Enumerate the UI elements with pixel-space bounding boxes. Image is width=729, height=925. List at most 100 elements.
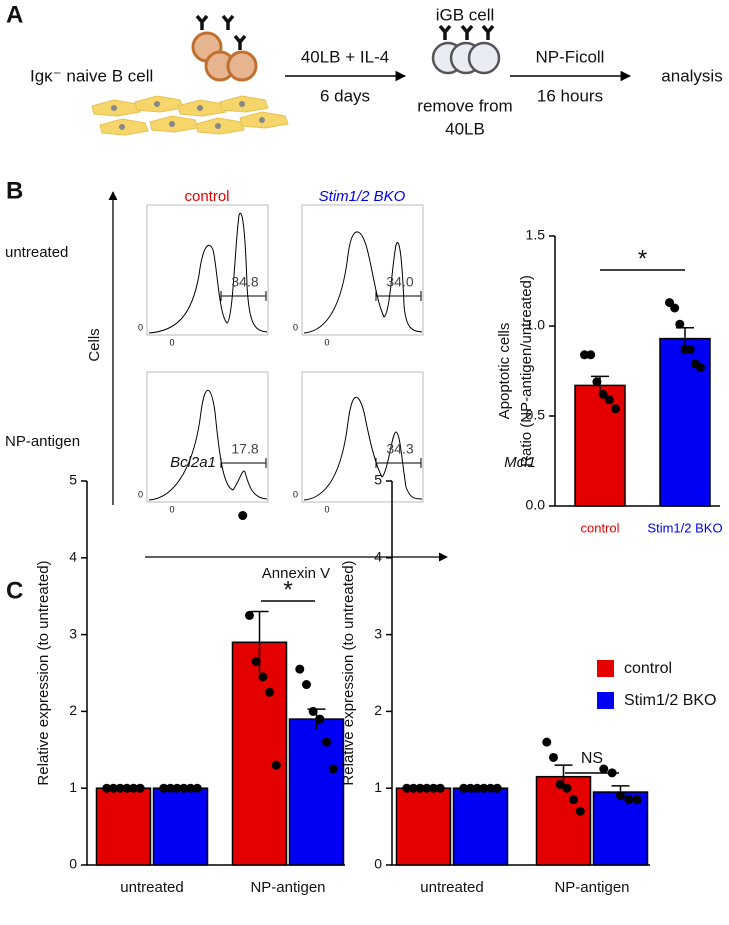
step-label: 6 days bbox=[320, 86, 370, 105]
flow-plots: 34.8 0 0 34.0 0 0 17.8 0 0 34.3 0 0 bbox=[138, 204, 424, 514]
axis-zero: 0 bbox=[324, 337, 329, 347]
gate bbox=[220, 458, 267, 468]
data-point bbox=[295, 664, 305, 674]
y-tick-label: 2 bbox=[374, 702, 382, 718]
data-point bbox=[599, 764, 609, 774]
data-point bbox=[192, 783, 202, 793]
data-point bbox=[548, 752, 558, 762]
stroma bbox=[91, 95, 289, 136]
data-point bbox=[159, 783, 169, 793]
x-axis-label: Annexin V bbox=[262, 565, 330, 582]
y-tick-label: 0.0 bbox=[526, 497, 546, 513]
bar bbox=[592, 791, 649, 866]
y-tick-label: 4 bbox=[69, 549, 77, 565]
error-bar bbox=[554, 764, 573, 789]
x-tick-label: control bbox=[580, 520, 619, 535]
error-bar bbox=[250, 610, 269, 673]
histogram bbox=[303, 231, 423, 334]
data-point bbox=[429, 783, 439, 793]
axis-zero: 0 bbox=[138, 322, 143, 332]
plot-frame bbox=[301, 204, 424, 336]
data-point bbox=[604, 395, 614, 405]
data-point bbox=[685, 344, 695, 354]
y-tick-label: 5 bbox=[69, 472, 77, 488]
data-point bbox=[542, 737, 552, 747]
histogram bbox=[148, 212, 268, 334]
column-label: Stim1/2 BKO bbox=[319, 188, 406, 205]
step-label: 16 hours bbox=[537, 86, 603, 105]
data-point bbox=[186, 783, 196, 793]
bar bbox=[395, 787, 452, 866]
data-point bbox=[555, 779, 565, 789]
y-tick-label: 0.5 bbox=[526, 407, 546, 423]
legend-swatch bbox=[597, 660, 614, 677]
y-axis-label: Apoptotic cells bbox=[496, 323, 513, 420]
data-point bbox=[670, 303, 680, 313]
legend-label: Stim1/2 BKO bbox=[624, 692, 716, 709]
data-point bbox=[258, 672, 268, 682]
column-label: control bbox=[184, 188, 229, 205]
bar bbox=[452, 787, 509, 866]
y-tick-label: 3 bbox=[374, 625, 382, 641]
gate bbox=[375, 458, 422, 468]
b-cells bbox=[191, 14, 258, 82]
axis-zero: 0 bbox=[138, 489, 143, 499]
x-tick-label: untreated bbox=[420, 879, 483, 896]
axis-zero: 0 bbox=[293, 322, 298, 332]
data-point bbox=[322, 737, 332, 747]
x-tick-label: Stim1/2 BKO bbox=[647, 520, 722, 535]
legend-label: control bbox=[624, 660, 672, 677]
y-tick-label: 1 bbox=[69, 779, 77, 795]
legend-swatch bbox=[597, 692, 614, 709]
y-tick-label: 4 bbox=[374, 549, 382, 565]
gate bbox=[375, 291, 422, 301]
data-point bbox=[301, 680, 311, 690]
x-tick-label: untreated bbox=[120, 879, 183, 896]
y-tick-label: 2 bbox=[69, 702, 77, 718]
x-tick-label: NP-antigen bbox=[554, 879, 629, 896]
row-label: NP-antigen bbox=[5, 433, 80, 450]
data-point bbox=[408, 783, 418, 793]
significance-label: NS bbox=[581, 750, 603, 767]
y-axis-label: Relative expression (to untreated) bbox=[340, 560, 357, 785]
data-point bbox=[402, 783, 412, 793]
error-bar bbox=[611, 785, 630, 799]
data-point bbox=[165, 783, 175, 793]
note: 40LB bbox=[445, 119, 485, 138]
data-point bbox=[328, 764, 338, 774]
data-point bbox=[265, 687, 275, 697]
y-tick-label: 1 bbox=[374, 779, 382, 795]
gate-value: 34.3 bbox=[386, 441, 413, 457]
y-axis-label: Ratio (NP-antigen/untreated) bbox=[518, 275, 535, 467]
axis-zero: 0 bbox=[324, 504, 329, 514]
gate bbox=[220, 291, 267, 301]
charts: 0.0 0.5 1.0 1.5 Apoptotic cells Ratio (NP-ant… bbox=[35, 227, 723, 896]
data-point bbox=[108, 783, 118, 793]
data-point bbox=[465, 783, 475, 793]
bar bbox=[95, 787, 152, 866]
error-bar bbox=[307, 708, 326, 730]
step-label: NP-Ficoll bbox=[536, 47, 605, 66]
y-tick-label: 5 bbox=[374, 472, 382, 488]
data-point bbox=[569, 795, 579, 805]
panel-letter: C bbox=[6, 577, 23, 604]
y-axis-label: Relative expression (to untreated) bbox=[35, 560, 52, 785]
data-point bbox=[675, 319, 685, 329]
end-label: analysis bbox=[661, 66, 722, 85]
gate-value: 34.0 bbox=[386, 274, 413, 290]
y-tick-label: 0 bbox=[69, 856, 77, 872]
bar bbox=[535, 775, 592, 866]
data-point bbox=[102, 783, 112, 793]
chart-title: Bcl2a1 bbox=[170, 454, 216, 471]
data-point bbox=[575, 806, 585, 816]
data-point bbox=[592, 377, 602, 387]
step-label: 40LB + IL-4 bbox=[301, 47, 389, 66]
data-point bbox=[135, 783, 145, 793]
data-point bbox=[611, 404, 620, 414]
data-point bbox=[129, 783, 139, 793]
axis-zero: 0 bbox=[169, 504, 174, 514]
data-point bbox=[492, 783, 502, 793]
data-point bbox=[624, 795, 634, 805]
histogram bbox=[148, 389, 268, 501]
